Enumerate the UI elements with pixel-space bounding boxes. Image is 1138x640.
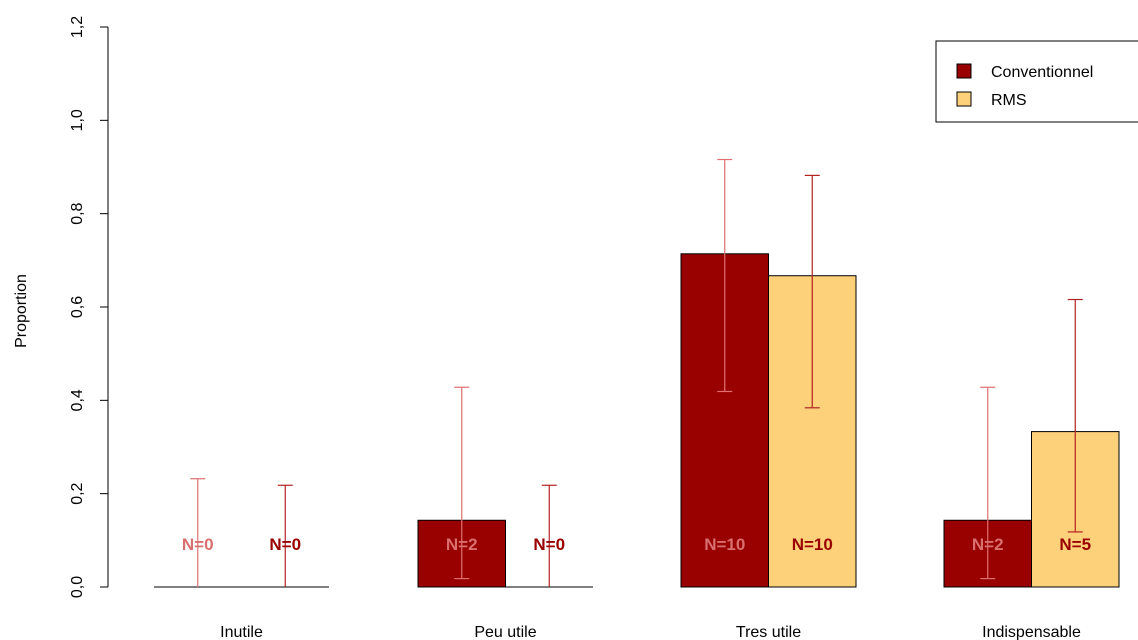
n-label: N=0 bbox=[533, 535, 565, 554]
legend: Conventionnel RMS bbox=[936, 41, 1138, 122]
y-tick-label: 0,0 bbox=[69, 576, 86, 598]
y-tick-label: 0,6 bbox=[69, 296, 86, 318]
legend-swatch bbox=[957, 92, 971, 106]
x-category-label: Indispensable bbox=[982, 624, 1081, 640]
y-tick-label: 1,0 bbox=[69, 109, 86, 131]
y-axis-title: Proportion bbox=[13, 274, 30, 348]
n-label: N=10 bbox=[704, 535, 745, 554]
n-label: N=0 bbox=[269, 535, 301, 554]
n-label: N=5 bbox=[1059, 535, 1091, 554]
n-label: N=0 bbox=[182, 535, 214, 554]
x-category-label: Tres utile bbox=[736, 624, 801, 640]
y-axis: 0,0 0,2 0,4 0,6 0,8 1,0 1,2 bbox=[69, 16, 108, 598]
n-label: N=10 bbox=[792, 535, 833, 554]
y-tick-label: 1,2 bbox=[69, 16, 86, 38]
n-label: N=2 bbox=[972, 535, 1004, 554]
y-tick-label: 0,4 bbox=[69, 389, 86, 411]
legend-box bbox=[936, 41, 1138, 122]
legend-label: RMS bbox=[991, 92, 1027, 109]
n-label: N=2 bbox=[446, 535, 478, 554]
error-bar bbox=[190, 479, 205, 587]
legend-swatch bbox=[957, 64, 971, 78]
legend-label: Conventionnel bbox=[991, 64, 1093, 81]
x-category-label: Inutile bbox=[220, 624, 263, 640]
x-category-label: Peu utile bbox=[474, 624, 536, 640]
y-tick-label: 0,2 bbox=[69, 482, 86, 504]
x-axis-categories: Inutile Peu utile Tres utile Indispensable bbox=[220, 624, 1081, 640]
y-tick-label: 0,8 bbox=[69, 202, 86, 224]
